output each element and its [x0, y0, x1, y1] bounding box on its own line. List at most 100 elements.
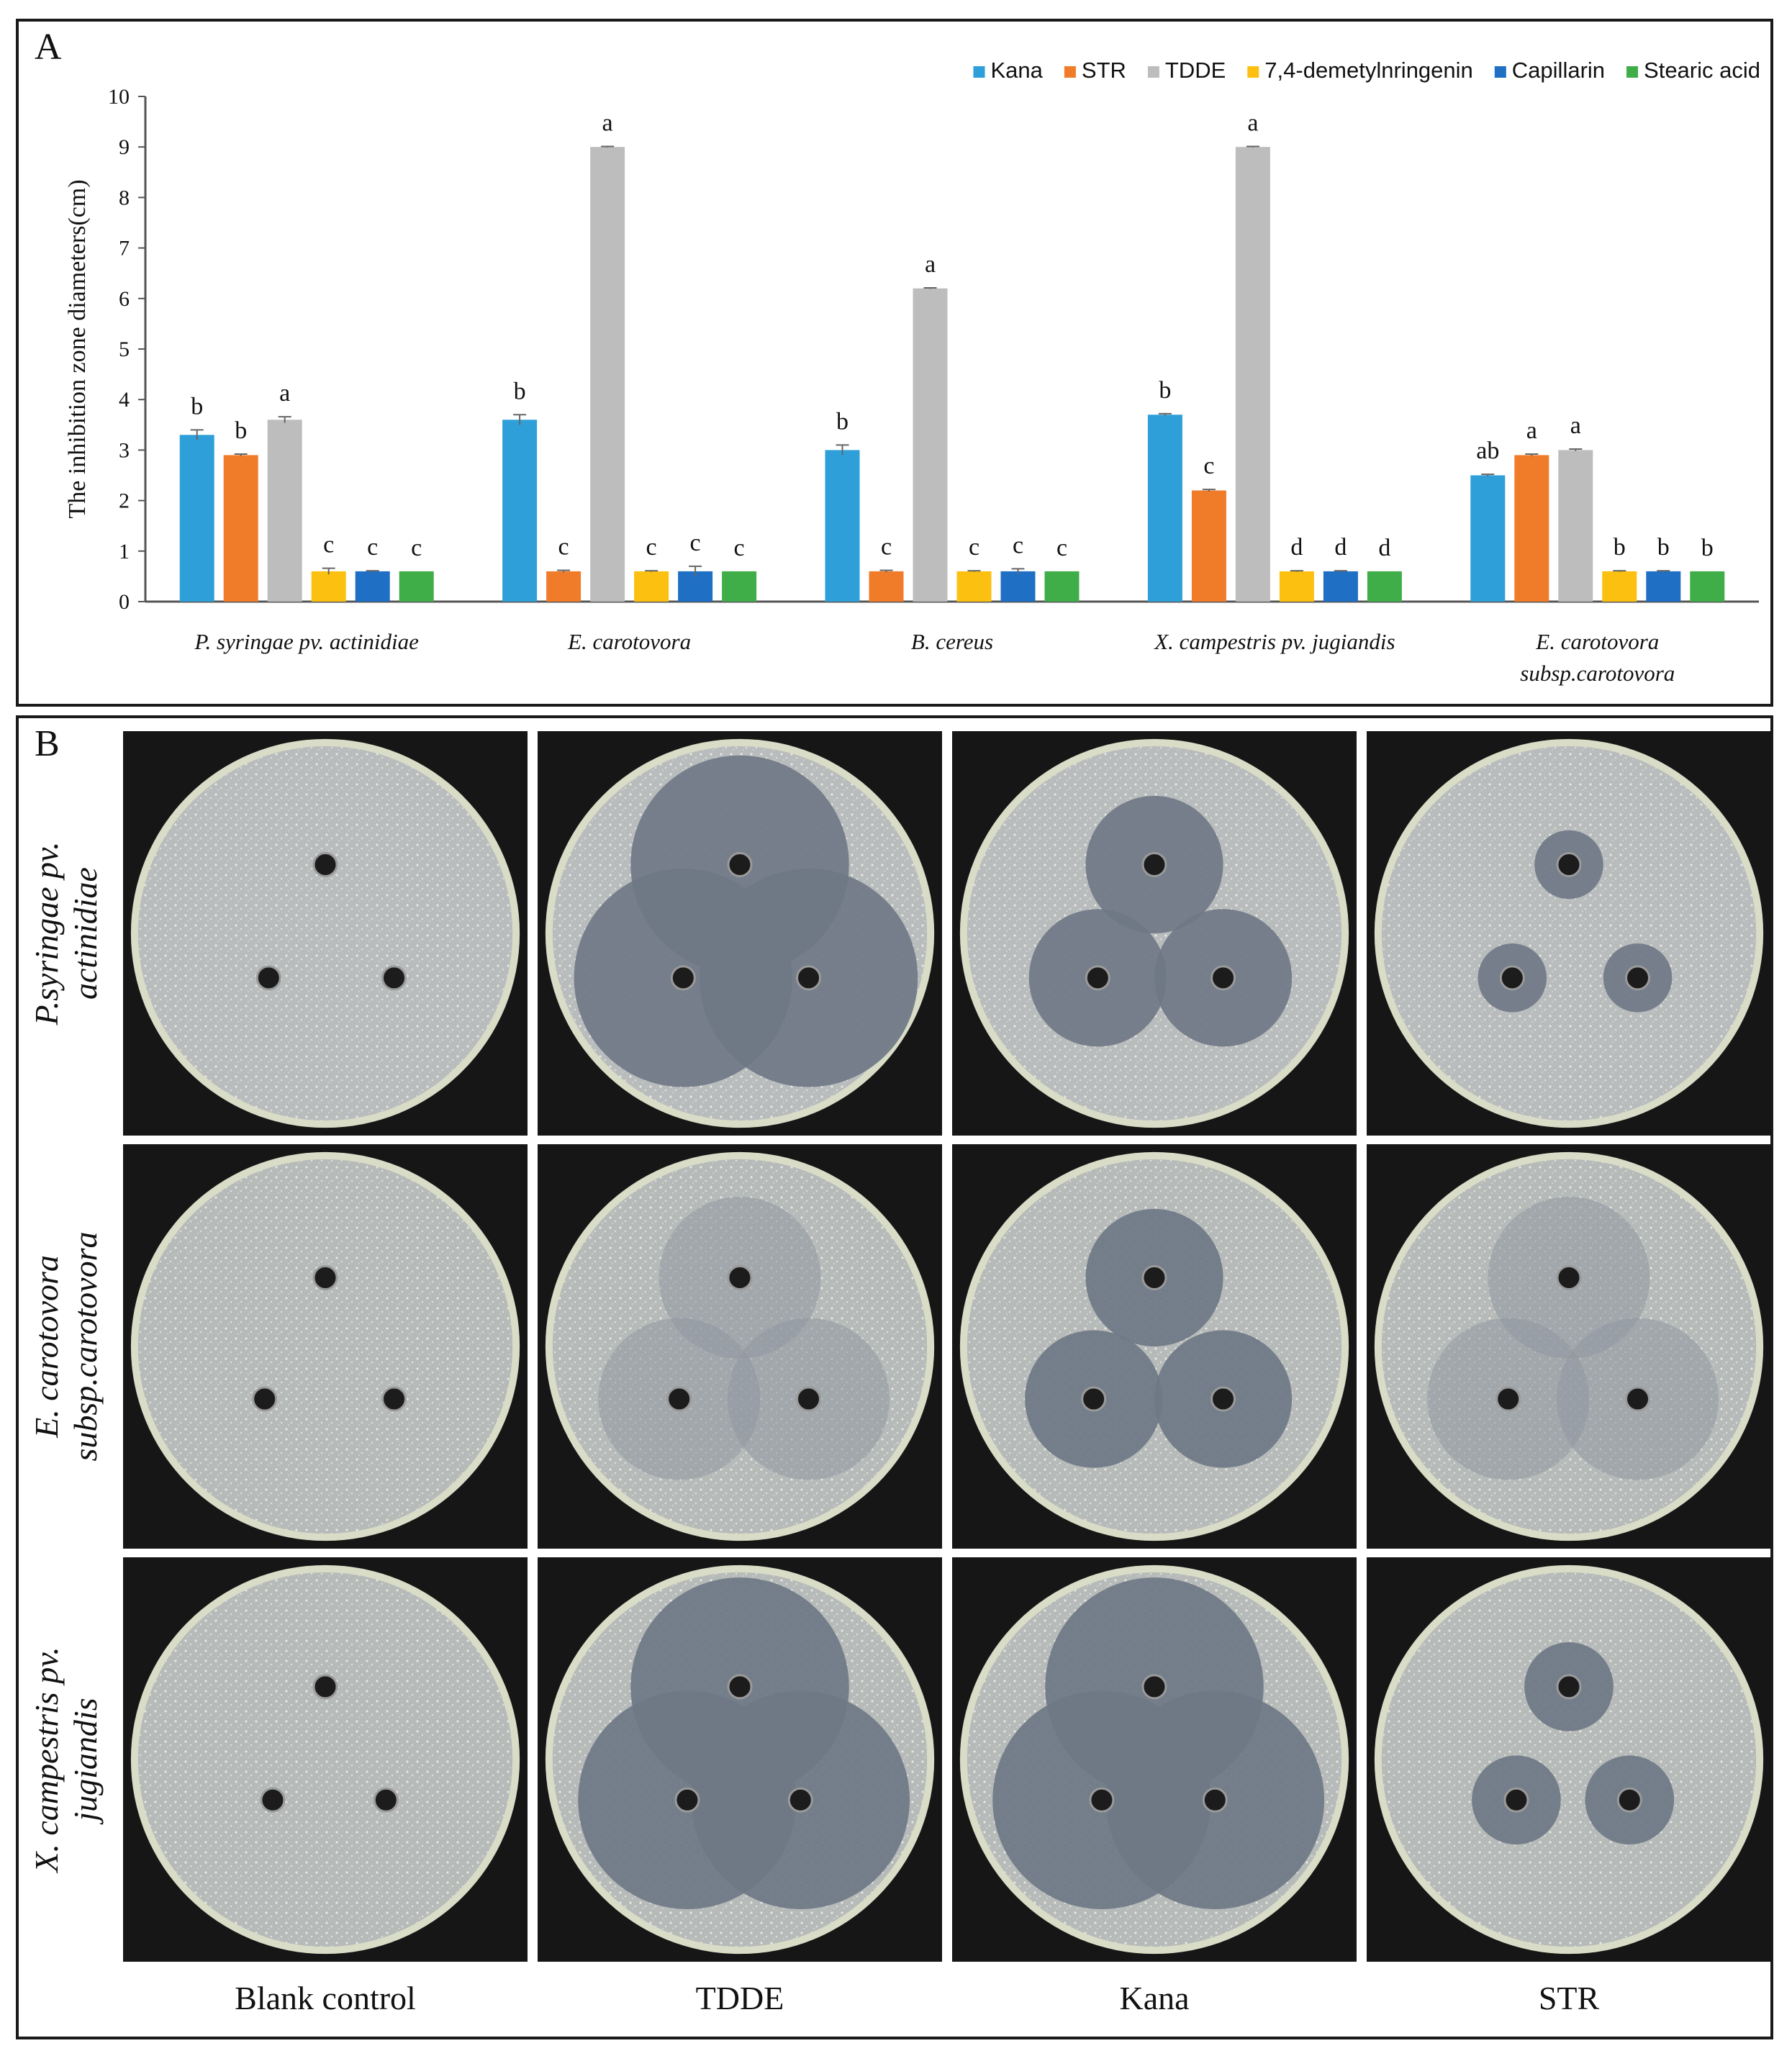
significance-label: b [1159, 377, 1171, 404]
legend-swatch [1494, 66, 1506, 78]
plate-photo-r1-c4 [1367, 731, 1771, 1136]
agar-well [1141, 1674, 1167, 1700]
agar-well [312, 1674, 338, 1700]
bacterial-lawn [137, 746, 513, 1121]
bar [722, 571, 757, 602]
legend-item: STR [1064, 58, 1126, 83]
bar [1367, 571, 1402, 602]
agar-well [381, 1386, 407, 1412]
significance-label: c [881, 533, 892, 560]
agar-well [727, 1674, 753, 1700]
agar-well [1503, 1787, 1529, 1813]
column-label: TDDE [695, 1980, 784, 2016]
agar-well [312, 1264, 338, 1290]
bacterial-lawn [1381, 746, 1757, 1121]
plate-photo-r3-c4 [1367, 1557, 1771, 1962]
bar [179, 435, 214, 602]
agar-well [1499, 965, 1525, 991]
agar-well [1141, 851, 1167, 877]
legend-swatch [1064, 66, 1076, 78]
agar-well [1556, 1674, 1582, 1700]
plate-photo-r2-c4 [1367, 1144, 1771, 1549]
legend-swatch [1147, 66, 1159, 78]
row-label: X. campestris pv. jugiandis [27, 1558, 114, 1961]
agar-well [255, 965, 281, 991]
panel-a-chart: A 0 1 2 3 4 5 6 7 8 9 10 The inhibition zone diamet… [16, 19, 1773, 707]
bar-chart: 0 1 2 3 4 5 6 7 8 9 10 The inhibition zone diameter… [64, 58, 1760, 686]
agar-well [796, 1386, 822, 1412]
agar-well [1085, 965, 1110, 991]
significance-label: c [734, 535, 745, 561]
y-tick-label: 3 [119, 438, 130, 462]
agar-well [796, 965, 822, 991]
legend-item: 7,4-demetylnringenin [1247, 58, 1473, 83]
bar [1646, 571, 1681, 602]
bar [502, 420, 538, 602]
x-category-label: E. carotovora [567, 629, 691, 654]
significance-label: ab [1476, 438, 1499, 464]
legend-swatch [973, 66, 985, 78]
legend-swatch [1626, 66, 1639, 78]
bar [1558, 450, 1593, 602]
row-label-line2: actinidiae [67, 867, 104, 1000]
agar-well [1556, 851, 1582, 877]
legend-item: Stearic acid [1626, 58, 1760, 83]
legend-label: Capillarin [1512, 58, 1605, 83]
bar [1191, 490, 1226, 602]
bar [1514, 455, 1549, 602]
bar [223, 455, 258, 602]
significance-label: c [1203, 453, 1214, 479]
significance-label: c [690, 530, 701, 556]
agar-well [260, 1787, 286, 1813]
bar [1147, 415, 1182, 602]
significance-label: c [367, 534, 378, 561]
agar-well [1081, 1386, 1107, 1412]
significance-label: a [1570, 412, 1581, 439]
agar-well [1625, 965, 1651, 991]
significance-label: d [1334, 534, 1347, 561]
x-category-label-line2: subsp.carotovora [1520, 661, 1675, 686]
bar [311, 571, 346, 602]
y-tick-label: 2 [119, 489, 130, 513]
agar-well [727, 851, 753, 877]
x-category-label: E. carotovora [1535, 629, 1659, 654]
significance-label: b [1657, 534, 1670, 561]
significance-label: a [1526, 417, 1537, 444]
legend-item: Capillarin [1494, 58, 1605, 83]
legend-item: TDDE [1147, 58, 1226, 83]
bar [1279, 571, 1314, 602]
significance-label: b [514, 378, 526, 404]
panel-letter-b: B [35, 723, 60, 764]
significance-label: a [602, 109, 613, 136]
bar [267, 420, 302, 602]
bar [634, 571, 669, 602]
significance-label: c [558, 533, 569, 560]
panel-letter-a: A [35, 27, 62, 68]
y-tick-label: 5 [119, 338, 130, 361]
plate-photo-r1-c3 [952, 731, 1357, 1136]
legend-item: Kana [973, 58, 1044, 83]
row-label: P.syringae pv. actinidiae [27, 732, 114, 1135]
row-label-line1: P.syringae pv. [28, 841, 65, 1025]
agar-well [312, 851, 338, 877]
bacterial-lawn [1381, 1572, 1757, 1947]
agar-well [252, 1386, 278, 1412]
plate-photo-r2-c3 [952, 1144, 1357, 1549]
bacterial-lawn [137, 1572, 513, 1947]
significance-label: b [836, 408, 849, 435]
x-category-label: P. syringae pv. actinidiae [194, 629, 420, 654]
significance-label: b [235, 417, 247, 444]
agar-well [1141, 1264, 1167, 1290]
agar-well [1202, 1787, 1228, 1813]
agar-well [787, 1787, 813, 1813]
agar-well [1625, 1386, 1651, 1412]
y-tick-label: 0 [119, 590, 130, 614]
plate-photo-r2-c2 [538, 1144, 942, 1549]
agar-well [727, 1264, 753, 1290]
legend-label: TDDE [1165, 58, 1226, 83]
legend-swatch [1247, 66, 1259, 78]
plate-photo-r3-c3 [952, 1557, 1357, 1962]
significance-label: c [323, 532, 334, 558]
significance-label: c [646, 534, 657, 561]
bar [1602, 571, 1637, 602]
